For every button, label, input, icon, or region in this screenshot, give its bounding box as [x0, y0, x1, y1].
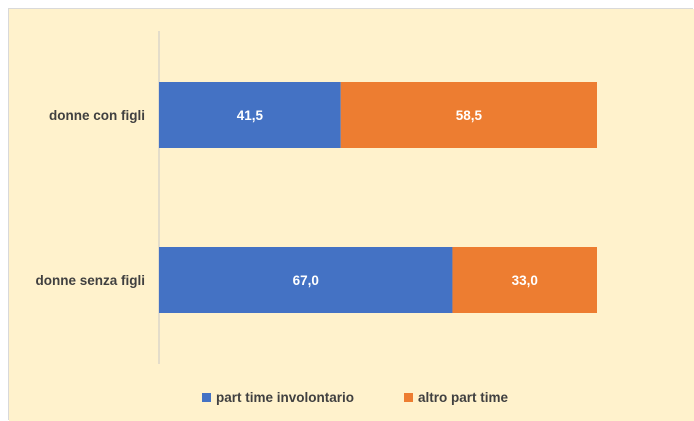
- category-label: donne con figli: [49, 108, 145, 123]
- legend-swatch: [404, 393, 413, 402]
- chart-area: donne con figli 41,5 58,5 donne senza figli…: [8, 8, 694, 421]
- bar-segment: [452, 247, 597, 313]
- bar-segment: [159, 247, 453, 313]
- data-label: 33,0: [512, 273, 538, 288]
- bar-segment: [159, 82, 341, 148]
- chart-background: [9, 9, 694, 421]
- data-label: 58,5: [456, 108, 483, 123]
- legend-swatch: [202, 393, 211, 402]
- legend-label: altro part time: [418, 390, 509, 405]
- bar-segment: [340, 82, 597, 148]
- data-label: 67,0: [293, 273, 319, 288]
- category-label: donne senza figli: [35, 273, 145, 288]
- legend-label: part time involontario: [216, 390, 354, 405]
- data-label: 41,5: [237, 108, 264, 123]
- stacked-bar-chart: donne con figli 41,5 58,5 donne senza figli…: [9, 9, 694, 421]
